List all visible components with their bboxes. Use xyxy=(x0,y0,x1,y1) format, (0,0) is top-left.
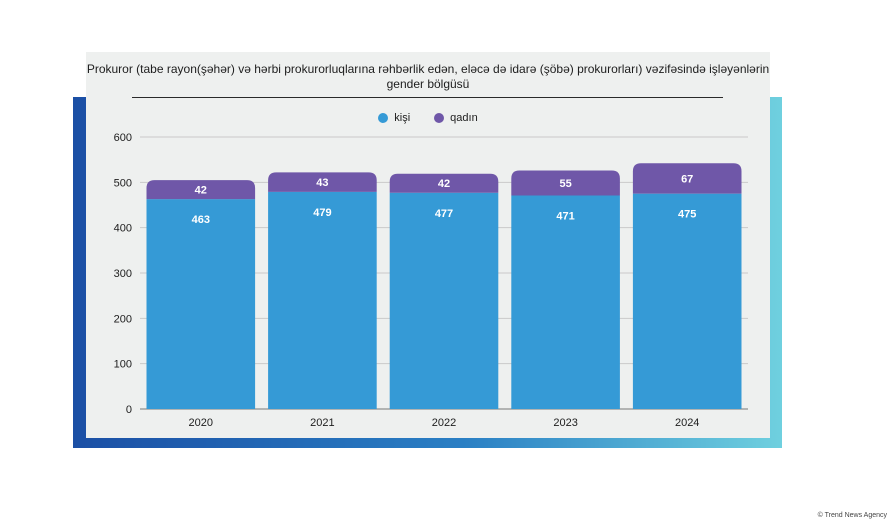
legend-swatch-kisi xyxy=(378,113,389,123)
y-tick-label: 100 xyxy=(114,359,132,371)
y-tick-label: 200 xyxy=(114,313,132,325)
bar-chart: 0 100 200 300 400 500 600 463 42 2020 479 43 2021 477… xyxy=(114,132,748,429)
x-tick-label: 2024 xyxy=(675,417,699,429)
chart-card: Prokuror (tabe rayon(şəhər) və hərbi pro… xyxy=(86,52,770,438)
data-label: 475 xyxy=(678,209,696,221)
bar-segment-kisi xyxy=(146,199,256,409)
data-label: 463 xyxy=(192,214,210,226)
bar-segment-kisi xyxy=(632,193,742,409)
legend-swatch-qadin xyxy=(434,113,445,123)
x-tick-label: 2022 xyxy=(432,417,456,429)
data-label: 55 xyxy=(559,178,571,190)
title-underline xyxy=(132,97,723,98)
bar-segment-qadin xyxy=(511,170,620,196)
legend-label-qadin: qadın xyxy=(450,112,478,124)
data-label: 479 xyxy=(313,207,331,219)
legend-item-kisi: kişi xyxy=(378,112,410,124)
bar-segment-kisi xyxy=(389,192,499,409)
bar-segment-kisi xyxy=(511,195,620,409)
legend-label-kisi: kişi xyxy=(394,112,411,124)
x-tick-label: 2020 xyxy=(189,417,213,429)
data-label: 42 xyxy=(438,178,450,190)
y-tick-label: 0 xyxy=(126,404,132,416)
bar-segment-qadin xyxy=(146,180,256,200)
x-tick-label: 2021 xyxy=(310,417,334,429)
x-tick-label: 2023 xyxy=(553,417,577,429)
data-label: 42 xyxy=(195,185,207,197)
data-label: 477 xyxy=(435,208,453,220)
data-label: 67 xyxy=(681,173,693,185)
credit-text: © Trend News Agency xyxy=(817,512,887,519)
chart-legend: kişi qadın xyxy=(86,112,770,124)
y-tick-label: 400 xyxy=(114,223,132,235)
chart-title: Prokuror (tabe rayon(şəhər) və hərbi pro… xyxy=(86,62,770,91)
y-tick-label: 300 xyxy=(114,268,132,280)
bar-segment-qadin xyxy=(268,172,377,192)
bar-segment-kisi xyxy=(268,191,377,409)
legend-item-qadin: qadın xyxy=(434,112,478,124)
data-label: 43 xyxy=(316,177,328,189)
y-tick-label: 600 xyxy=(114,132,132,144)
bar-segment-qadin xyxy=(389,173,499,193)
bar-segment-qadin xyxy=(632,163,742,194)
data-label: 471 xyxy=(556,210,574,222)
y-tick-label: 500 xyxy=(114,177,132,189)
